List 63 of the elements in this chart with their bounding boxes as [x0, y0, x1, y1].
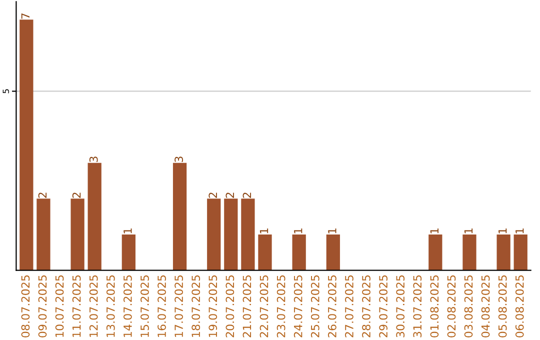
- data-label: 7: [21, 13, 30, 19]
- data-label: 2: [226, 192, 234, 198]
- x-tick-label: 17.07.2025: [174, 275, 184, 337]
- x-tick-label: 15.07.2025: [140, 275, 149, 337]
- data-label: 2: [208, 192, 217, 198]
- data-label: 1: [260, 228, 268, 234]
- x-tick-label: 26.07.2025: [328, 275, 336, 338]
- x-tick-label: 06.08.2025: [515, 275, 524, 338]
- x-tick-label: 13.07.2025: [106, 275, 115, 337]
- bar: [207, 198, 221, 270]
- x-tick-label: 05.08.2025: [498, 275, 507, 338]
- bar: [326, 234, 340, 270]
- x-tick-label: 02.08.2025: [447, 275, 456, 338]
- x-tick-label: 20.07.2025: [226, 275, 234, 338]
- bar: [514, 234, 528, 270]
- bar: [36, 198, 50, 270]
- x-tick-label: 23.07.2025: [276, 275, 286, 338]
- data-label: 2: [38, 192, 47, 198]
- x-tick-label: 09.07.2025: [38, 275, 47, 338]
- x-tick-label: 12.07.2025: [89, 275, 98, 337]
- x-tick-label: 10.07.2025: [55, 275, 64, 337]
- data-label: 2: [72, 192, 81, 198]
- bar: [224, 198, 238, 270]
- bar: [70, 198, 84, 270]
- bar: [496, 234, 510, 270]
- x-tick-label: 03.08.2025: [464, 275, 473, 338]
- data-label: 3: [174, 156, 184, 162]
- x-tick-label: 21.07.2025: [242, 275, 252, 338]
- x-tick-label: 25.07.2025: [310, 275, 320, 338]
- x-tick-label: 28.07.2025: [362, 275, 370, 338]
- x-tick-label: 19.07.2025: [208, 275, 218, 337]
- data-label: 1: [430, 228, 438, 234]
- bar: [20, 20, 34, 270]
- x-tick-label: 24.07.2025: [294, 275, 302, 338]
- data-label: 1: [328, 228, 336, 234]
- data-label: 1: [516, 228, 524, 234]
- x-tick-label: 14.07.2025: [123, 275, 132, 337]
- bar: [88, 162, 102, 270]
- data-label: 1: [294, 228, 302, 234]
- bar: [462, 234, 476, 270]
- bar: [292, 234, 306, 270]
- bar: [258, 234, 272, 270]
- x-tick-label: 27.07.2025: [345, 275, 354, 338]
- bar: [241, 198, 255, 270]
- y-tick-label: 5: [2, 89, 10, 94]
- x-tick-label: 16.07.2025: [158, 275, 166, 337]
- x-tick-label: 30.07.2025: [396, 275, 405, 338]
- x-tick-label: 08.07.2025: [21, 275, 30, 338]
- bar: [428, 234, 442, 270]
- x-tick-label: 11.07.2025: [72, 275, 81, 337]
- data-label: 1: [498, 228, 507, 234]
- data-label: 1: [464, 228, 473, 234]
- bar: [172, 162, 187, 270]
- x-tick-label: 01.08.2025: [430, 275, 439, 338]
- data-label: 3: [89, 156, 98, 162]
- data-label: 1: [124, 228, 132, 234]
- x-tick-label: 22.07.2025: [260, 275, 268, 338]
- bar: [122, 234, 136, 270]
- x-tick-label: 29.07.2025: [379, 275, 388, 338]
- data-label: 2: [242, 192, 252, 198]
- x-tick-label: 31.07.2025: [413, 275, 422, 338]
- x-tick-label: 04.08.2025: [481, 275, 490, 338]
- x-tick-label: 18.07.2025: [192, 275, 200, 337]
